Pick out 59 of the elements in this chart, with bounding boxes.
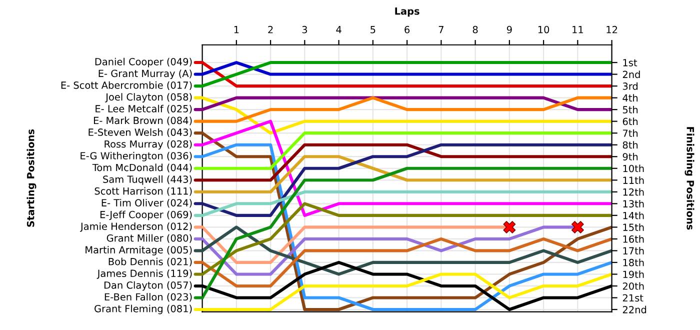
x-axis-title: Laps — [395, 8, 420, 17]
x-tick-label: 9 — [506, 26, 512, 34]
x-tick-label: 8 — [472, 26, 478, 34]
legend-label: Daniel Cooper (049) — [95, 58, 192, 68]
y-tick-label: 4th — [622, 94, 638, 102]
legend-label: E- Lee Metcalf (025) — [96, 104, 192, 114]
y-tick-label: 18th — [623, 258, 644, 266]
legend-label: E-Steven Welsh (043) — [88, 128, 192, 138]
y-tick-label: 15th — [623, 223, 644, 232]
y2-axis-title: Finishing Positions — [684, 127, 694, 230]
x-tick-label: 5 — [370, 26, 376, 34]
x-tick-label: 12 — [606, 26, 618, 34]
y-tick-label: 2nd — [622, 70, 640, 78]
y-tick-label: 11th — [623, 176, 644, 184]
x-tick-label: 2 — [268, 26, 273, 34]
y-tick-label: 13th — [623, 200, 644, 208]
legend-label: Martin Armitage (005) — [86, 246, 192, 256]
legend-label: Grant Miller (080) — [106, 234, 192, 243]
x-tick-label: 4 — [336, 26, 342, 34]
y-tick-label: 5th — [622, 106, 638, 114]
y-tick-label: 8th — [622, 141, 638, 149]
y-tick-label: 17th — [623, 247, 644, 254]
legend-label: Sam Tuqwell (443) — [103, 175, 192, 185]
legend-label: E- Grant Murray (A) — [98, 70, 192, 79]
legend-label: Tom McDonald (044) — [92, 164, 192, 172]
text: Starting Positions — [26, 129, 36, 227]
y-tick-label: 6th — [622, 118, 638, 126]
legend-label: E- Mark Brown (084) — [94, 116, 192, 126]
x-tick-label: 10 — [538, 26, 550, 34]
y-tick-label: 1st — [623, 59, 638, 66]
legend-label: James Dennis (119) — [96, 270, 192, 279]
legend-label: Joel Clayton (058) — [105, 93, 192, 103]
legend-label: E-Jeff Cooper (069) — [100, 210, 192, 220]
legend-label: Grant Fleming (081) — [94, 304, 192, 314]
y-tick-label: 21st — [622, 294, 644, 302]
legend-label: Dan Clayton (057) — [104, 281, 192, 291]
y-tick-label: 3rd — [622, 82, 638, 90]
y-tick-label: 10th — [623, 164, 644, 172]
y-tick-label: 16th — [623, 235, 644, 243]
x-tick-label: 3 — [302, 26, 307, 34]
legend-label: Jamie Henderson (012) — [80, 222, 192, 232]
y-tick-label: 14th — [623, 212, 644, 220]
x-tick-label: 6 — [404, 26, 410, 34]
y-tick-label: 19th — [623, 270, 644, 278]
y-tick-label: 12th — [623, 188, 644, 196]
x-tick-label: 11 — [572, 26, 583, 34]
legend-label: E-Ben Fallon (023) — [104, 293, 192, 302]
y-tick-label: 9th — [622, 152, 638, 160]
legend-label: Scott Harrison (111) — [94, 187, 192, 196]
y-tick-label: 22nd — [622, 306, 646, 314]
legend-label: E- Scott Abercrombie (017) — [61, 81, 192, 90]
y-tick-label: 7th — [623, 129, 638, 137]
x-tick-label: 1 — [234, 26, 239, 34]
legend-label: E- Tim Oliver (024) — [102, 198, 192, 208]
legend-label: Bob Dennis (021) — [108, 258, 192, 266]
y-tick-label: 20th — [622, 282, 644, 290]
x-tick-label: 7 — [438, 26, 444, 34]
legend-label: Ross Murray (028) — [104, 140, 192, 150]
legend-label: E-G Witherington (036) — [80, 152, 192, 162]
